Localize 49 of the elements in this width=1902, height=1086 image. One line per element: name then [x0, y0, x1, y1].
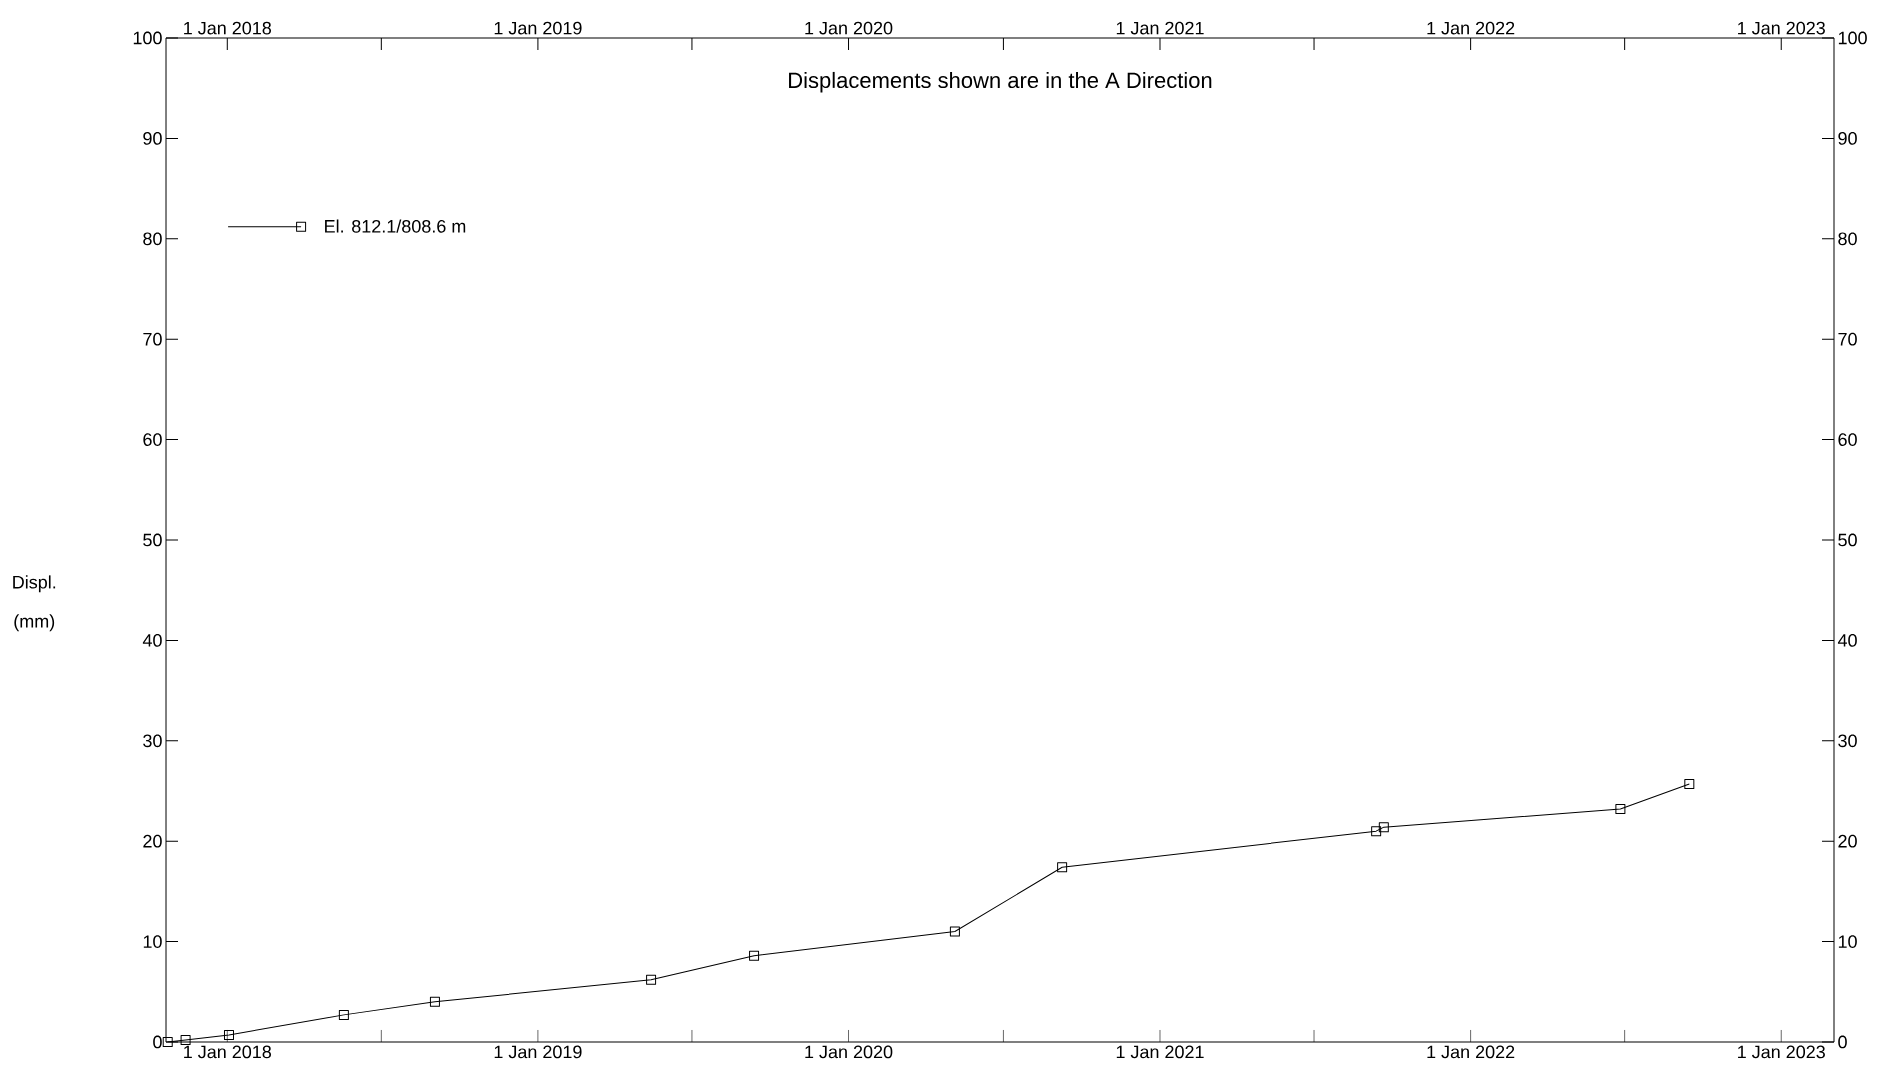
point: [180, 1034, 191, 1045]
x2-tick-label: 1 Jan 2020: [805, 21, 893, 35]
x-tick-label: 1 Jan 2020: [805, 1045, 893, 1059]
y-tick-label: 0: [153, 1035, 162, 1049]
y-tick-label: 80: [143, 232, 162, 246]
y-tick-label: 30: [143, 734, 162, 748]
y-tick-label: 10: [143, 935, 162, 948]
y2-tick-label: 20: [1838, 834, 1857, 848]
x2-tick-label: 1 Jan 2019: [494, 21, 582, 35]
legend-label: El. 812.1/808.6 m: [325, 219, 466, 233]
point: [1684, 778, 1695, 789]
y-tick-label: 20: [143, 834, 162, 848]
point: [162, 1036, 173, 1047]
y-tick-label: 70: [143, 332, 162, 346]
x-tick-label: 1 Jan 2018: [184, 1045, 272, 1059]
x2-tick-label: 1 Jan 2023: [1738, 21, 1825, 35]
point: [749, 950, 760, 961]
point: [1057, 862, 1068, 873]
x-tick-label: 1 Jan 2022: [1427, 1045, 1515, 1059]
y2-tick-label: 80: [1838, 232, 1857, 246]
y2-tick-label: 30: [1838, 734, 1857, 748]
y-tick-label: 100: [133, 31, 162, 45]
point: [429, 996, 440, 1007]
point: [949, 926, 960, 937]
y2-tick-label: 70: [1838, 332, 1857, 346]
x2-tick-label: 1 Jan 2021: [1116, 21, 1204, 35]
text: Displacements shown are in the A Direction: [789, 71, 1212, 93]
y2-tick-label: 60: [1838, 433, 1857, 446]
y-tick-label: 40: [142, 634, 162, 647]
y-tick-label: 60: [143, 433, 162, 446]
point: [646, 974, 657, 985]
y2-tick-label: 40: [1837, 634, 1857, 647]
x-tick-label: 1 Jan 2023: [1738, 1045, 1825, 1059]
y2-tick-label: 100: [1838, 31, 1867, 45]
text: Displ. (mm): [13, 575, 56, 632]
x-tick-label: 1 Jan 2019: [494, 1045, 582, 1059]
y2-tick-label: 90: [1838, 132, 1857, 145]
point: [338, 1009, 349, 1020]
y-tick-label: 50: [143, 533, 162, 547]
y-tick-label: 90: [143, 132, 162, 145]
y2-tick-label: 10: [1838, 935, 1857, 948]
x2-tick-label: 1 Jan 2018: [184, 21, 272, 35]
point: [1378, 822, 1389, 833]
x2-tick-label: 1 Jan 2022: [1427, 21, 1515, 35]
point: [1371, 826, 1382, 837]
x-tick-label: 1 Jan 2021: [1116, 1045, 1204, 1059]
y2-tick-label: 0: [1838, 1035, 1847, 1049]
y2-tick-label: 50: [1838, 533, 1857, 547]
point: [1615, 804, 1626, 815]
